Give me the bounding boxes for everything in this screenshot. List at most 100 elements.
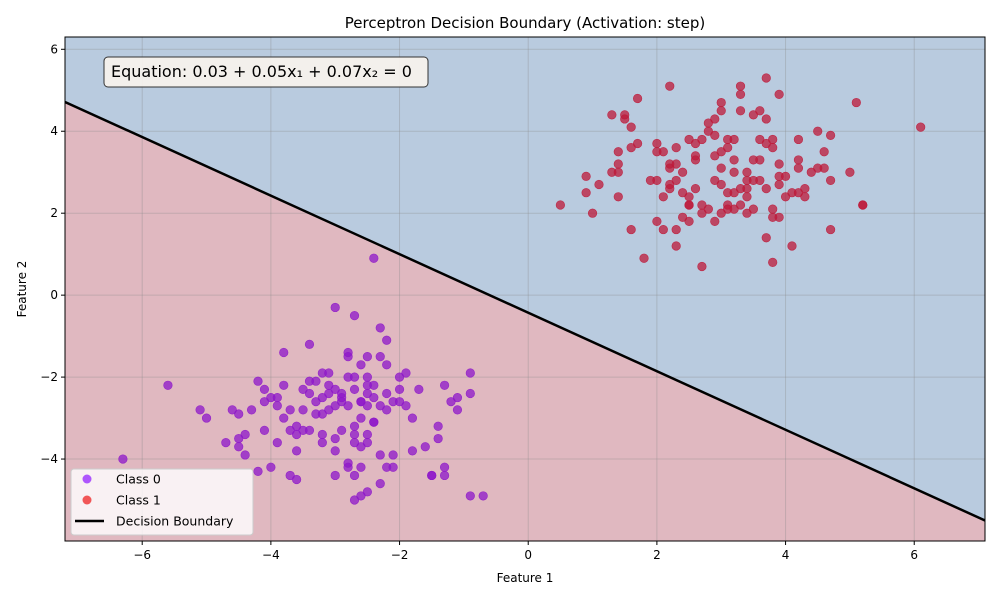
class0-point <box>298 405 308 415</box>
class0-point <box>253 466 263 476</box>
class1-point <box>587 208 598 218</box>
legend: Class 0 Class 1 Decision Boundary <box>70 468 254 536</box>
class0-point <box>401 368 411 378</box>
y-axis-label: Feature 2 <box>15 261 29 318</box>
class0-point <box>221 438 231 448</box>
class0-point <box>272 392 282 403</box>
class0-point <box>446 397 456 407</box>
class1-point <box>755 175 765 186</box>
class1-point <box>710 175 720 186</box>
y-tick-label: −4 <box>40 452 58 466</box>
class1-point <box>658 192 668 202</box>
class0-point <box>324 368 334 378</box>
class0-point <box>349 470 360 481</box>
class1-point <box>748 110 758 120</box>
class0-point <box>311 397 321 407</box>
class1-point <box>716 163 726 173</box>
class1-point <box>742 208 752 218</box>
class0-point <box>343 462 353 472</box>
class1-point <box>613 147 623 157</box>
legend-marker <box>82 495 92 505</box>
class1-point <box>626 122 636 132</box>
class0-point <box>388 462 398 472</box>
class0-point <box>375 323 385 333</box>
class0-point <box>201 413 212 423</box>
class1-point <box>639 253 649 263</box>
class0-point <box>369 253 379 263</box>
class0-point <box>349 429 360 440</box>
class0-point <box>465 388 475 399</box>
legend-frame <box>70 468 254 536</box>
class1-point <box>793 155 804 165</box>
class1-point <box>755 106 765 116</box>
class0-point <box>285 425 295 435</box>
class1-point <box>723 143 733 153</box>
class0-point <box>388 450 398 460</box>
class0-point <box>382 360 392 370</box>
class1-point <box>607 110 617 120</box>
class0-point <box>163 380 173 390</box>
class1-point <box>716 147 726 157</box>
class1-point <box>729 167 739 177</box>
class0-point <box>452 392 463 403</box>
class1-point <box>684 134 694 145</box>
class0-point <box>369 392 379 403</box>
class0-point <box>369 417 379 427</box>
class0-point <box>465 491 475 501</box>
class1-point <box>665 81 675 91</box>
class0-point <box>317 429 327 440</box>
class0-point <box>394 372 405 382</box>
class0-point <box>259 384 270 394</box>
class1-point <box>613 192 623 202</box>
class1-point <box>735 89 746 99</box>
class1-point <box>658 147 668 157</box>
class0-point <box>266 462 276 472</box>
class1-point <box>761 138 771 149</box>
class1-point <box>761 233 771 243</box>
class1-point <box>735 106 746 116</box>
x-tick-label: 4 <box>782 548 790 562</box>
class0-point <box>407 446 418 456</box>
class1-point <box>710 151 720 161</box>
class0-point <box>317 392 327 403</box>
class1-point <box>916 122 926 132</box>
class0-point <box>298 384 308 394</box>
class1-point <box>684 200 694 210</box>
class1-point <box>652 175 662 186</box>
class1-point <box>729 155 739 165</box>
class1-point <box>613 159 623 169</box>
y-tick-label: 2 <box>50 206 58 220</box>
class1-point <box>581 171 591 181</box>
class1-point <box>735 200 746 210</box>
legend-marker <box>82 474 92 484</box>
y-axis-ticks: −4 −2 0 2 4 6 <box>40 42 65 466</box>
class1-point <box>806 167 816 177</box>
class1-point <box>652 216 662 226</box>
class1-point <box>678 212 688 222</box>
class1-point <box>671 175 681 186</box>
class1-point <box>710 114 720 124</box>
class0-point <box>317 409 327 419</box>
class0-point <box>330 384 340 394</box>
class1-point <box>755 155 765 165</box>
class0-point <box>285 470 295 481</box>
class0-point <box>259 425 270 435</box>
legend-label: Class 1 <box>116 493 161 508</box>
class1-point <box>748 204 758 214</box>
class1-point <box>793 134 804 145</box>
class1-point <box>793 188 804 198</box>
class1-point <box>825 130 836 140</box>
class1-point <box>851 97 861 108</box>
class0-point <box>394 397 405 407</box>
class0-point <box>292 446 302 456</box>
grid <box>65 37 985 541</box>
class0-point <box>356 360 366 370</box>
class0-point <box>465 368 475 378</box>
x-tick-label: 6 <box>910 548 918 562</box>
class0-point <box>369 380 379 390</box>
class1-point <box>768 134 778 145</box>
class0-point <box>420 442 430 452</box>
class1-point <box>697 134 707 145</box>
equation-box: Equation: 0.03 + 0.05x₁ + 0.07x₂ = 0 <box>103 56 429 88</box>
